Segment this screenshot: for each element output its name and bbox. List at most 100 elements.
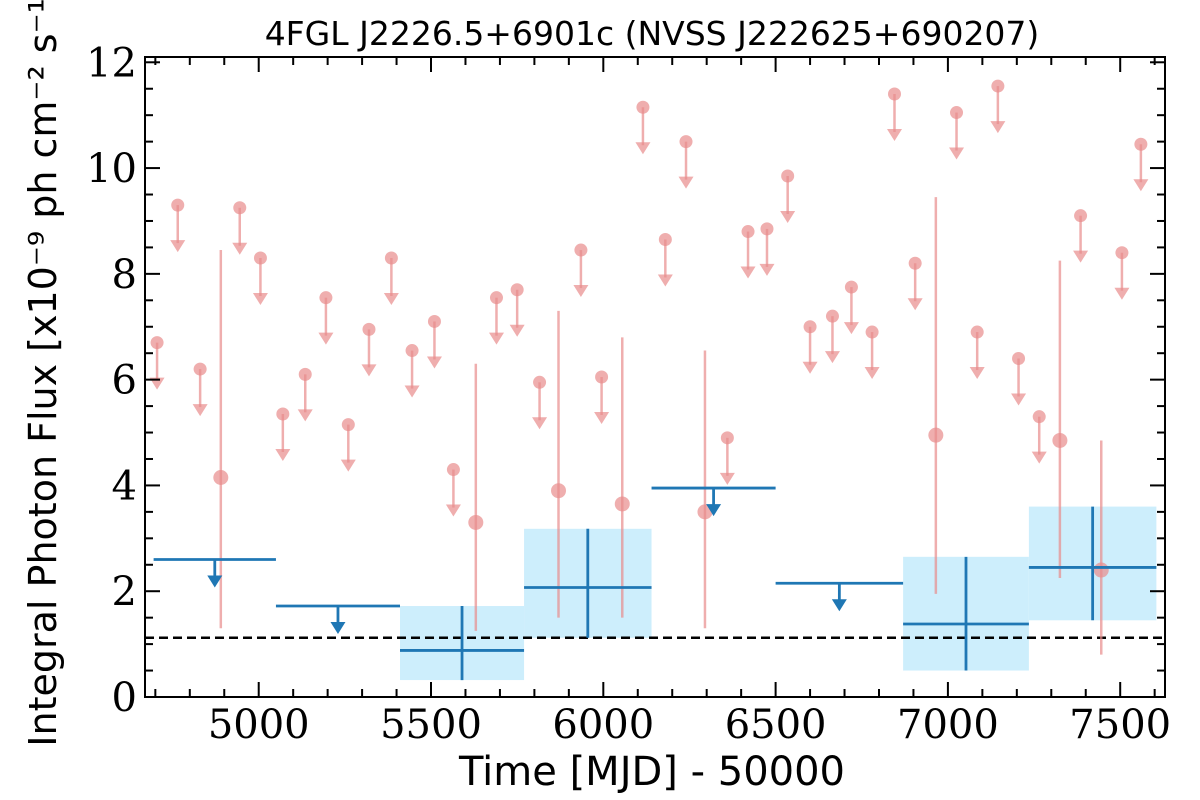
short-bin-limit-point (1115, 246, 1129, 260)
y-tick-label: 10 (86, 146, 137, 192)
y-tick-label: 0 (112, 675, 137, 721)
short-bin-limit-arrow (318, 332, 334, 345)
short-bin-limit-arrow (1011, 393, 1027, 406)
short-bin-limit-arrow (1114, 287, 1130, 300)
x-axis-label: Time [MJD] - 50000 (458, 749, 845, 795)
short-bin-limit-point (1134, 137, 1148, 151)
short-bin-limit-point (233, 201, 247, 215)
short-bin-limit-point (865, 325, 879, 339)
short-bin-limit-point (636, 100, 650, 114)
x-tick-label: 6000 (552, 702, 654, 748)
y-tick-label: 2 (112, 569, 137, 615)
short-bin-limit-arrow (780, 211, 796, 224)
short-bin-point (468, 514, 484, 530)
short-bin-limit-arrow (1133, 179, 1149, 192)
short-bin-limit-arrow (426, 356, 442, 369)
short-bin-limit-arrow (824, 351, 840, 364)
short-bin-limit-point (489, 291, 503, 305)
short-bin-limit-arrow (990, 121, 1006, 134)
short-bin-limit-point (298, 367, 312, 381)
short-bin-limit-point (825, 309, 839, 323)
y-tick-label: 8 (112, 252, 137, 298)
plot-frame (144, 56, 1166, 698)
short-bin-limit-point (171, 198, 185, 212)
short-bin-limit-arrow (404, 385, 420, 398)
short-bin-limit-arrow (719, 472, 735, 485)
short-bin-limit-point (427, 314, 441, 328)
short-bin-point (1052, 432, 1068, 448)
short-bin-limit-point (1012, 351, 1026, 365)
short-bin-limit-arrow (509, 324, 525, 337)
short-bin-limit-arrow (1073, 250, 1089, 263)
long-bin-limit-arrow (207, 575, 223, 588)
short-bin-limit-arrow (252, 292, 268, 305)
short-bin-limit-arrow (275, 449, 291, 462)
short-bin-limit-arrow (949, 147, 965, 160)
short-bin-point (614, 496, 630, 512)
short-bin-limit-point (253, 251, 267, 265)
short-bin-limit-point (970, 325, 984, 339)
short-bin-limit-arrow (445, 504, 461, 517)
short-bin-limit-point (510, 283, 524, 297)
short-bin-limit-arrow (678, 176, 694, 189)
x-tick-label: 7500 (1069, 702, 1171, 748)
short-bin-limit-point (362, 322, 376, 336)
short-bin-limit-arrow (907, 298, 923, 311)
short-bin-limit-point (844, 280, 858, 294)
short-bin-limit-arrow (488, 332, 504, 345)
y-tick-label: 4 (112, 463, 137, 509)
long-bin-limit-arrow (831, 599, 847, 612)
short-bin-limit-arrow (532, 417, 548, 430)
short-bin-limit-point (679, 135, 693, 149)
y-axis-label: Integral Photon Flux [x10⁻⁹ ph cm⁻² s⁻¹] (21, 0, 65, 747)
short-bin-limit-point (574, 243, 588, 257)
short-bin-limit-arrow (843, 322, 859, 335)
short-bin-limit-point (781, 169, 795, 183)
short-bin-limit-point (741, 225, 755, 239)
y-tick-label: 12 (86, 40, 137, 86)
short-bin-limit-arrow (170, 240, 186, 253)
short-bin-limit-point (276, 407, 290, 421)
short-bin-limit-arrow (594, 412, 610, 424)
short-bin-limit-arrow (886, 129, 902, 142)
short-bin-limit-arrow (657, 274, 673, 287)
short-bin-point (928, 427, 944, 443)
short-bin-limit-arrow (1031, 451, 1047, 464)
short-bin-limit-point (908, 256, 922, 270)
x-tick-label: 5500 (380, 702, 482, 748)
short-bin-limit-point (720, 431, 734, 445)
x-tick-label: 6500 (725, 702, 827, 748)
short-bin-limit-arrow (192, 404, 208, 417)
short-bin-limit-point (658, 232, 672, 246)
chart-title: 4FGL J2226.5+6901c (NVSS J222625+690207) (265, 14, 1040, 53)
short-bin-limit-point (1074, 209, 1088, 223)
short-bin-limit-point (319, 291, 333, 305)
short-bin-limit-point (803, 320, 817, 334)
short-bin-point (551, 483, 567, 499)
y-tick-label: 6 (112, 358, 137, 404)
x-tick-label: 5000 (208, 702, 310, 748)
short-bin-limit-arrow (802, 361, 818, 374)
short-bin-limit-point (950, 106, 964, 120)
short-bin-limit-arrow (635, 142, 651, 155)
short-bin-limit-arrow (759, 263, 775, 276)
short-bin-limit-arrow (864, 367, 880, 380)
short-bin-limit-arrow (573, 285, 589, 298)
short-bin-limit-arrow (740, 266, 756, 279)
short-bin-limit-arrow (361, 364, 377, 377)
short-bin-limit-arrow (383, 292, 399, 305)
short-bin-limit-point (1032, 410, 1046, 424)
x-tick-label: 7000 (897, 702, 999, 748)
short-bin-limit-point (991, 79, 1005, 93)
axes: 5000 5500 6000 6500 7000 7500 0 2 4 6 8 10 12 (86, 40, 1171, 748)
short-bin-limit-point (533, 375, 547, 389)
short-bin-limit-point (887, 87, 901, 101)
short-bin-limit-point (446, 463, 460, 477)
short-bin-limit-point (760, 222, 774, 236)
short-bin-point (1093, 562, 1109, 578)
short-bin-limit-point (341, 418, 355, 432)
short-bin-limit-arrow (232, 242, 248, 255)
short-bin-limit-point (193, 362, 207, 376)
short-bin-limit-point (405, 344, 419, 358)
